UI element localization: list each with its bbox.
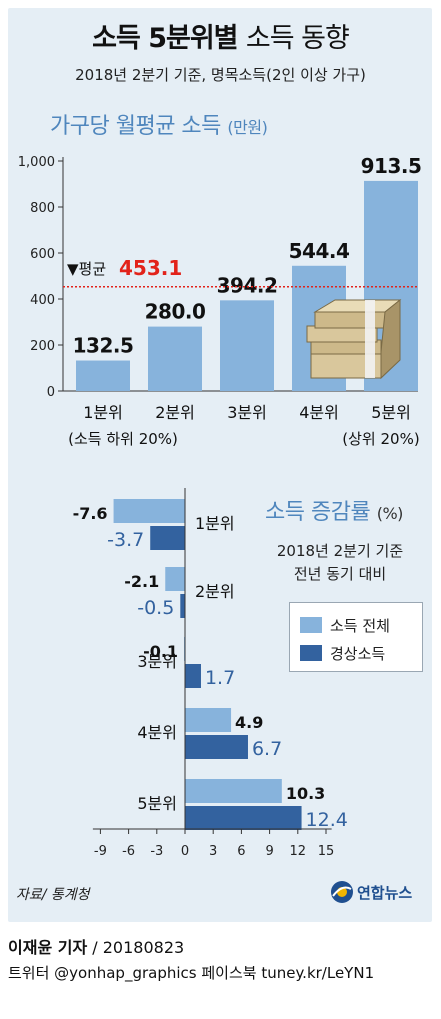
yonhap-logo: 연합뉴스 (330, 880, 412, 904)
chart2-data-label: -0.5 (137, 597, 174, 619)
money-stack-illustration (306, 298, 402, 380)
chart1-y-tick-label: 600 (30, 247, 55, 262)
chart1-title: 가구당 월평균 소득 (만원) (50, 108, 268, 140)
chart1-category-sublabel: (상위 20%) (342, 430, 419, 448)
chart1-data-label: 394.2 (217, 273, 278, 297)
chart2-category-label: 5분위 (137, 794, 177, 813)
chart2-axis: -9 -6 -3 0 3 6 9 12 15 1분위 2분위 3분위 4분위 5분위 (92, 488, 335, 859)
chart1-category-label: 4분위 (299, 403, 339, 422)
chart2-note-comparison: 전년 동기 대비 (293, 565, 387, 583)
average-value: 453.1 (119, 256, 182, 280)
chart1-data-label: 132.5 (73, 334, 134, 358)
chart2-x-tick-label: 0 (181, 844, 189, 859)
yonhap-logo-text: 연합뉴스 (357, 883, 413, 902)
chart1-y-tick-label: 200 (30, 339, 55, 354)
chart1-bar (148, 326, 202, 391)
legend-label-ordinary: 경상소득 (330, 644, 386, 663)
chart1-data-label: 913.5 (361, 154, 422, 178)
chart2-data-label: -0.1 (143, 642, 178, 661)
chart1-bar (220, 300, 274, 391)
chart2-unit: (%) (376, 504, 404, 523)
chart2-x-tick-label: 12 (290, 844, 307, 859)
chart2-bar-ordinary (185, 735, 248, 759)
subtitle: 2018년 2분기 기준, 명목소득(2인 이상 가구) (75, 66, 366, 84)
chart2-bar-ordinary (185, 664, 201, 688)
chart2-x-tick-label: 3 (209, 844, 217, 859)
chart1-unit: (만원) (227, 118, 268, 137)
chart1-bar (76, 360, 130, 391)
chart2-category-label: 3분위 (137, 652, 177, 671)
monthly-income-bar-chart: 0 200 400 600 800 1,000 1분위 (소득 하위 20%) 2분위 3분위 4분… (18, 154, 422, 448)
income-change-bar-chart: -7.6 -3.7 -2.1 -0.5 -0.1 1.7 4.9 6.7 10.3 12.4 -9… (73, 488, 348, 859)
chart2-bar-total (185, 779, 282, 803)
chart1-category-label: 2분위 (155, 403, 195, 422)
chart2-bar-total (113, 499, 185, 523)
legend-swatch-total (300, 617, 322, 633)
chart1-category-label: 5분위 (371, 403, 411, 422)
main-title-light: 소득 동향 (245, 23, 350, 54)
chart1-y-tick-label: 1,000 (18, 155, 55, 170)
chart2-x-tick-label: -9 (94, 844, 107, 859)
chart2-x-tick-label: 6 (237, 844, 245, 859)
chart2-category-label: 2분위 (195, 582, 235, 601)
chart2-bars: -7.6 -3.7 -2.1 -0.5 -0.1 1.7 4.9 6.7 10.3 12.4 (73, 499, 348, 831)
chart1-category-label: 3분위 (227, 403, 267, 422)
social-links: 트위터 @yonhap_graphics 페이스북 tuney.kr/LeYN1 (8, 964, 375, 982)
chart2-title-text: 소득 증감률 (265, 500, 371, 525)
chart1-y-tick-label: 0 (47, 385, 55, 400)
chart2-data-label: -3.7 (107, 529, 144, 551)
chart1-category-sublabel: (소득 하위 20%) (68, 430, 178, 448)
chart2-legend: 소득 전체 경상소득 (289, 602, 423, 672)
chart2-bar-total (185, 708, 232, 732)
data-source: 자료/ 통계청 (16, 887, 90, 903)
chart2-bar-total (165, 567, 185, 591)
chart1-y-tick-label: 800 (30, 201, 55, 216)
main-title-bold: 소득 5분위별 (92, 23, 238, 54)
chart2-data-label: 10.3 (286, 784, 325, 803)
infographic-panel (8, 8, 432, 922)
chart2-note-basis: 2018년 2분기 기준 (276, 542, 404, 560)
legend-label-total: 소득 전체 (330, 616, 390, 635)
chart2-data-label: 4.9 (235, 713, 263, 732)
chart2-title: 소득 증감률 (%) (265, 494, 403, 526)
chart2-bar-ordinary (185, 806, 302, 830)
legend-item-ordinary: 경상소득 (300, 643, 385, 663)
yonhap-logo-icon (331, 881, 353, 903)
chart2-category-label: 1분위 (195, 514, 235, 533)
chart1-category-label: 1분위 (83, 403, 123, 422)
average-label: ▼평균 (67, 260, 106, 278)
chart2-category-label: 4분위 (137, 723, 177, 742)
chart2-x-tick-label: 9 (265, 844, 273, 859)
chart1-y-tick-label: 400 (30, 293, 55, 308)
chart2-x-tick-label: -3 (150, 844, 163, 859)
chart2-data-label: -7.6 (73, 504, 108, 523)
chart2-data-label: 1.7 (205, 667, 235, 689)
main-title: 소득 5분위별 소득 동향 (0, 16, 441, 55)
publish-date: / 20180823 (92, 938, 185, 957)
chart2-data-label: -2.1 (124, 572, 159, 591)
credit-line: 이재윤 기자 / 20180823 (8, 934, 184, 958)
chart2-x-tick-label: 15 (318, 844, 335, 859)
chart2-data-label: 12.4 (306, 809, 348, 831)
chart1-data-label: 280.0 (145, 300, 206, 324)
author-name: 이재윤 기자 (8, 938, 88, 957)
legend-item-total: 소득 전체 (300, 615, 390, 635)
chart1-title-text: 가구당 월평균 소득 (50, 114, 221, 139)
chart2-x-tick-label: -6 (122, 844, 135, 859)
chart2-data-label: 6.7 (252, 738, 282, 760)
legend-swatch-ordinary (300, 645, 322, 661)
chart2-bar-ordinary (180, 594, 185, 618)
chart1-data-label: 544.4 (289, 239, 350, 263)
chart2-bar-ordinary (150, 526, 185, 550)
